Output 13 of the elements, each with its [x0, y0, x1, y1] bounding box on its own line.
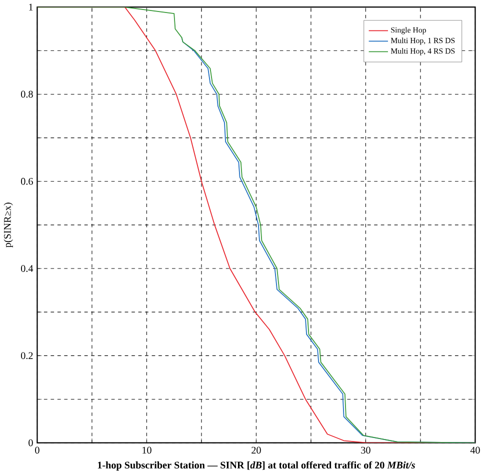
x-tick-label: 0	[35, 446, 40, 454]
y-tick-label: 0.6	[21, 178, 33, 185]
x-tick-label: 10	[142, 446, 152, 454]
y-tick-label: 0.2	[21, 352, 33, 359]
y-axis-title: p(SINR≥x)	[4, 202, 13, 248]
y-tick-label: 0.8	[21, 90, 33, 98]
x-tick-label: 30	[361, 446, 370, 454]
y-tick-label: 0.4	[21, 264, 34, 272]
y-tick-label: 0	[28, 439, 33, 446]
x-axis-title: 1-hop Subscriber Station — SINR [dB] at total offered traffic of 20 MBit/s	[98, 461, 416, 470]
x-tick-label: 20	[252, 446, 261, 454]
y-tick-label: 1	[29, 4, 33, 10]
x-tick-label: 40	[470, 446, 480, 454]
